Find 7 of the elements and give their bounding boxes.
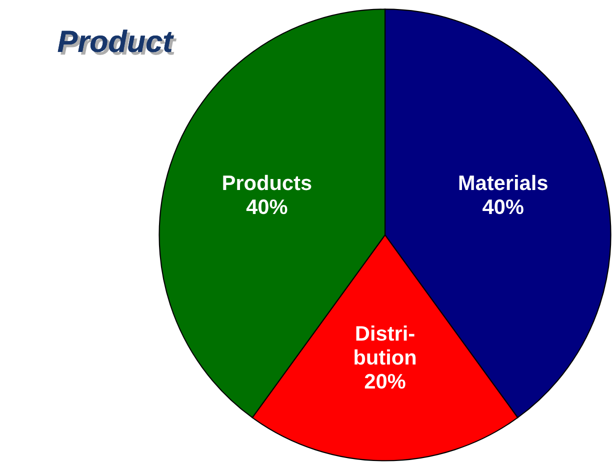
data-label: 20% (364, 374, 406, 389)
slice-label: Distri- bution (354, 325, 416, 365)
slice-label: Materials (459, 174, 548, 190)
text: Product (58, 30, 177, 55)
slice-label: Products (223, 174, 312, 190)
data-label: 40% (246, 199, 288, 214)
data-label: 40% (482, 199, 524, 214)
